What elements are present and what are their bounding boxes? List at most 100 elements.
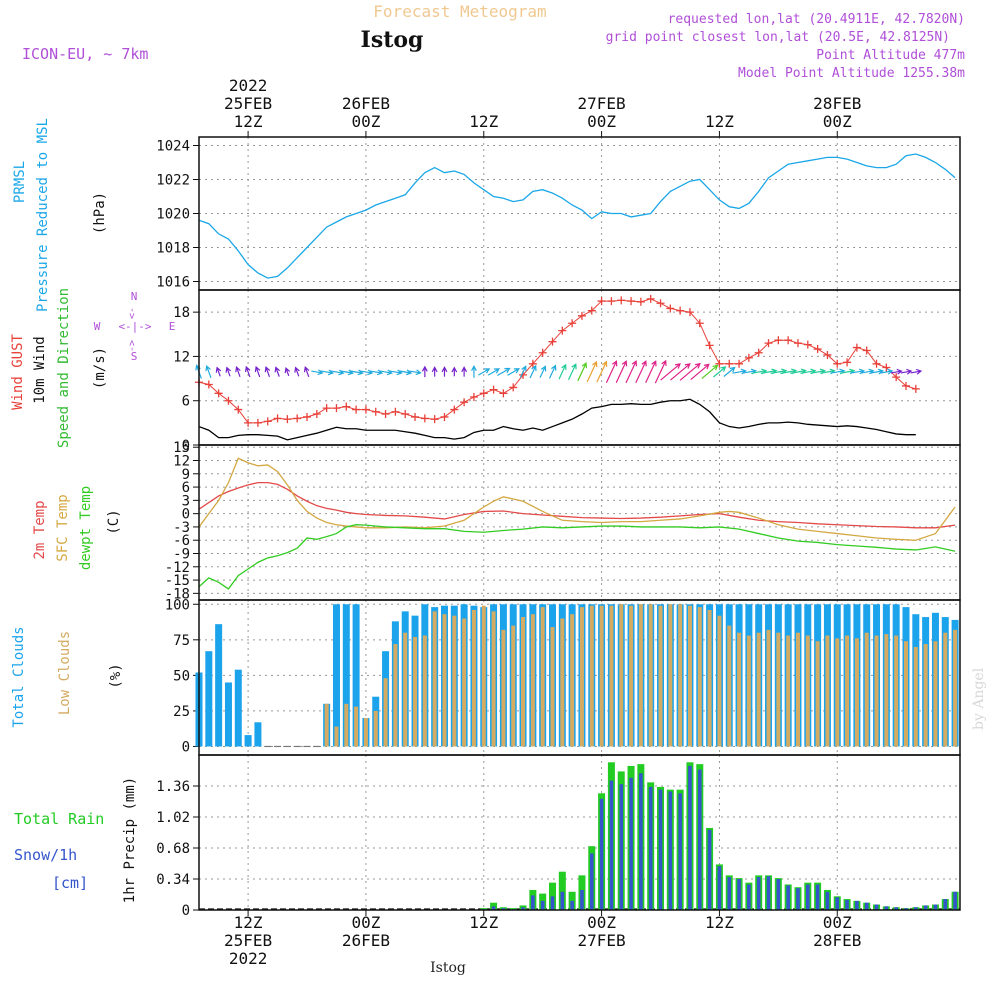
cloud-total-bar <box>264 745 272 748</box>
cloud-low-bar <box>589 605 594 747</box>
wind-gust-marker <box>587 306 596 315</box>
watermark: by Angel <box>971 667 987 730</box>
cloud-total-bar <box>274 745 282 748</box>
wind-arrow <box>870 368 885 375</box>
cloud-low-bar <box>668 604 673 747</box>
wind-arrow <box>254 365 261 378</box>
wind-gust-marker <box>224 396 233 405</box>
precip-snow-bar <box>845 899 849 910</box>
wind-arrow <box>487 368 501 376</box>
wind-gust-marker <box>528 359 537 368</box>
bottom-time-label: 12Z <box>469 913 498 932</box>
wind-arrow <box>369 369 384 376</box>
precip-tick-label: 1.36 <box>156 779 190 795</box>
wind-gust-marker <box>833 359 842 368</box>
precip-snow-bar <box>786 885 790 910</box>
wind-arrow <box>548 364 557 379</box>
bottom-time-label: 2022 <box>229 949 268 968</box>
pressure-side-labels: PRMSL Pressure Reduced to MSL (hPa) <box>12 118 108 312</box>
precip-tick-label: 1.02 <box>156 810 190 826</box>
footer-location: Istog <box>430 960 466 976</box>
wind-gust-marker <box>872 359 881 368</box>
precip-snow-bar <box>806 884 810 910</box>
point-altitude: Point Altitude 477m <box>816 48 965 63</box>
precip-snow-bar <box>815 884 820 910</box>
temp-label-3: dewpt Temp <box>78 486 94 570</box>
clouds-tick-label: 75 <box>173 633 190 649</box>
precip-snow-bar <box>658 789 663 910</box>
wind-arrow <box>461 366 468 377</box>
wind-unit: (m/s) <box>92 347 108 389</box>
cloud-low-bar <box>786 635 791 747</box>
cloud-low-bar <box>619 604 624 747</box>
wind-arrow <box>529 364 537 379</box>
temp-label-2: SFC Temp <box>55 494 71 561</box>
cloud-low-bar <box>393 644 398 747</box>
wind-speed-line <box>198 398 916 441</box>
wind-arrow <box>409 369 422 376</box>
wind-tick-label: 18 <box>173 305 190 321</box>
cloud-total-bar <box>283 745 291 748</box>
wind-gust-marker <box>479 389 488 398</box>
wind-gust-marker <box>823 350 832 359</box>
wind-gust-marker <box>469 393 478 402</box>
cloud-low-bar <box>560 618 565 747</box>
wind-arrow <box>701 364 719 380</box>
temp-unit: (C) <box>106 509 122 534</box>
wind-gust-marker <box>862 346 871 355</box>
cloud-low-bar <box>658 605 663 747</box>
wind-gust-marker <box>695 319 704 328</box>
cloud-low-bar <box>825 635 830 747</box>
precip-snow-bar <box>864 902 869 910</box>
cloud-low-bar <box>403 632 408 747</box>
compass-south-arrow: -> <box>127 340 138 352</box>
pressure-label-1: PRMSL <box>12 161 28 203</box>
wind-arrow <box>244 365 251 378</box>
temp-sfc-line <box>198 457 956 541</box>
precip-snow-bar <box>953 891 957 910</box>
wind-label-3: Speed and Direction <box>56 288 72 448</box>
cloud-total-bar <box>205 651 213 747</box>
compass-cross: <-|-> <box>118 320 151 333</box>
wind-gust-marker <box>793 339 802 348</box>
wind-gust-marker <box>361 405 370 414</box>
wind-gust-marker <box>597 297 606 306</box>
cloud-low-bar <box>864 632 869 747</box>
wind-arrow <box>586 360 598 383</box>
wind-gust-marker <box>617 296 626 305</box>
precip-snow-bar <box>580 889 584 910</box>
bottom-time-label: 12Z <box>234 913 263 932</box>
wind-gust-marker <box>813 345 822 354</box>
wind-arrow <box>225 366 232 377</box>
cloud-low-bar <box>599 605 604 747</box>
wind-arrow <box>294 366 300 377</box>
cloud-low-bar <box>491 611 496 747</box>
wind-gust-marker <box>430 415 439 424</box>
temp-side-labels: 2m Temp SFC Temp dewpt Temp (C) <box>32 486 122 570</box>
wind-arrow <box>615 360 628 383</box>
precip-snow-bar <box>639 773 643 910</box>
wind-gust-marker <box>774 336 783 345</box>
precip-snow-bar <box>756 877 761 910</box>
cloud-total-bar <box>342 604 350 747</box>
cloud-total-bar <box>224 682 232 747</box>
precip-snow-bar <box>874 904 879 910</box>
pressure-label-2: Pressure Reduced to MSL <box>35 118 51 312</box>
precip-rain-bar <box>490 902 498 910</box>
cloud-low-bar <box>363 718 368 747</box>
clouds-label-1: Total Clouds <box>11 626 27 727</box>
precip-panel-frame <box>198 754 961 911</box>
cloud-low-bar <box>521 617 526 747</box>
top-time-label: 27FEB <box>578 94 626 113</box>
temp-tick-label: -18 <box>165 586 190 602</box>
cloud-low-bar <box>913 646 918 747</box>
wind-panel-frame <box>198 289 961 446</box>
pressure-tick-label: 1020 <box>156 207 190 223</box>
cloud-low-bar <box>570 614 575 747</box>
precip-snow-bar <box>599 798 604 910</box>
wind-gust-marker <box>705 341 714 350</box>
wind-gust-marker <box>764 339 773 348</box>
wind-gust-line <box>198 298 916 424</box>
wind-gust-marker <box>607 297 616 306</box>
precip-snow-bar <box>629 777 633 910</box>
